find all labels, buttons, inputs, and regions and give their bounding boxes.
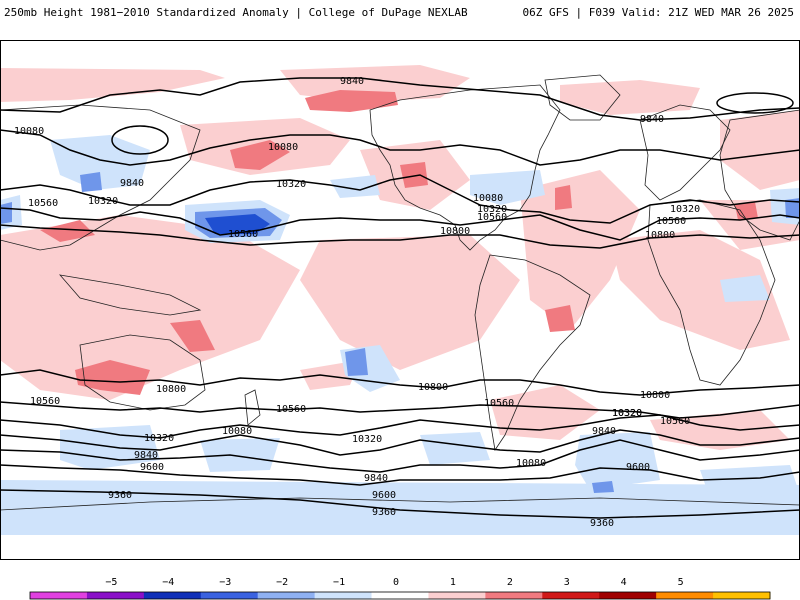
- contour-10320-south: [0, 414, 800, 439]
- contour-label: 9600: [140, 462, 164, 473]
- contour-label: 10080: [516, 458, 546, 469]
- contour-label: 10800: [645, 230, 675, 241]
- colorbar-tick-label: 4: [621, 577, 627, 588]
- colorbar-ticks: −5 −4 −3 −2 −1 0 1 2 3 4 5: [105, 577, 683, 588]
- colorbar-swatch: [371, 592, 429, 599]
- east-asia-coast: [0, 104, 201, 251]
- positive-anomaly-strong: [40, 90, 758, 395]
- colorbar-swatches: [29, 591, 771, 600]
- colorbar-swatch: [428, 592, 486, 599]
- europe-coast: [639, 104, 731, 201]
- colorbar-border: [29, 591, 771, 600]
- map-title: 250mb Height 1981−2010 Standardized Anom…: [4, 6, 468, 19]
- colorbar-swatch: [257, 592, 316, 599]
- colorbar-swatch: [485, 592, 543, 599]
- colorbar-tick-label: 0: [393, 577, 399, 588]
- contour-10080-south: [0, 429, 800, 456]
- contour-label: 9840: [134, 450, 158, 461]
- colorbar-tick-label: −3: [219, 577, 231, 588]
- contour-label: 10800: [418, 382, 448, 393]
- contour-label: 10560: [477, 212, 507, 223]
- colorbar-swatch: [86, 592, 145, 599]
- colorbar-tick-label: 1: [450, 577, 456, 588]
- contour-10800-north: [0, 224, 800, 249]
- australia-coast: [79, 334, 206, 411]
- colorbar-tick-label: −4: [162, 577, 174, 588]
- contour-label: 9840: [640, 114, 664, 125]
- contour-label: 10320: [352, 434, 382, 445]
- colorbar-swatch: [713, 592, 771, 599]
- contour-label: 10080: [268, 142, 298, 153]
- closed-low-siberia: [716, 92, 794, 114]
- colorbar: −5 −4 −3 −2 −1 0 1 2 3 4 5: [29, 577, 771, 600]
- colorbar-swatch: [314, 592, 373, 599]
- contour-label: 10320: [477, 204, 507, 215]
- contour-10080-north: [0, 129, 800, 166]
- contour-label: 10320: [276, 179, 306, 190]
- contour-10800-south: [0, 369, 800, 396]
- greenland-coast: [544, 74, 621, 121]
- contour-label: 10080: [222, 426, 252, 437]
- contour-9600-south: [0, 464, 800, 486]
- asia-coast: [719, 109, 800, 241]
- colorbar-tick-label: 5: [678, 577, 684, 588]
- contour-label: 10800: [156, 384, 186, 395]
- contour-10320-north: [0, 174, 800, 224]
- colorbar-tick-label: 3: [564, 577, 570, 588]
- colorbar-swatch: [30, 592, 88, 599]
- colorbar-tick-label: −1: [333, 577, 345, 588]
- contour-9840-north: [0, 77, 800, 121]
- africa-coast: [647, 199, 776, 386]
- colorbar-swatch: [599, 592, 657, 599]
- contour-labels: 9840 10080 10080 9840 10320 10560 10320 …: [14, 76, 700, 529]
- contour-label: 10080: [14, 126, 44, 137]
- contour-label: 9840: [364, 473, 388, 484]
- model-valid-time: 06Z GFS | F039 Valid: 21Z WED MAR 26 202…: [522, 6, 794, 19]
- contour-label: 10560: [28, 198, 58, 209]
- negative-anomaly-light: [0, 135, 800, 535]
- world-map: 9840 10080 10080 9840 10320 10560 10320 …: [0, 40, 800, 560]
- contour-label: 10320: [88, 196, 118, 207]
- contour-label: 10080: [473, 193, 503, 204]
- colorbar-tick-label: −2: [276, 577, 288, 588]
- closed-low-north-pacific: [111, 125, 169, 155]
- colorbar-swatch: [656, 592, 714, 599]
- contour-label: 9600: [372, 490, 396, 501]
- coastlines: [0, 74, 800, 511]
- contour-label: 10320: [670, 204, 700, 215]
- contour-label: 10560: [484, 398, 514, 409]
- contour-label: 9840: [340, 76, 364, 87]
- colorbar-swatch: [542, 592, 600, 599]
- negative-anomaly-strong: [205, 214, 270, 234]
- contour-label: 9360: [108, 490, 132, 501]
- contour-label: 10560: [228, 229, 258, 240]
- contour-label: 10800: [440, 226, 470, 237]
- contour-label: 10560: [276, 404, 306, 415]
- contour-label: 9840: [120, 178, 144, 189]
- contour-label: 10320: [612, 408, 642, 419]
- contour-label: 10320: [144, 433, 174, 444]
- contour-label: 10320: [612, 408, 642, 419]
- indonesia-coast: [58, 274, 202, 316]
- contour-10560-north: [0, 207, 800, 241]
- contour-label: 10560: [656, 216, 686, 227]
- contour-label: 10800: [640, 390, 670, 401]
- contour-label: 9840: [592, 426, 616, 437]
- contour-label: 10560: [660, 416, 690, 427]
- colorbar-tick-label: 2: [507, 577, 513, 588]
- antarctica-coast: [0, 497, 800, 511]
- colorbar-tick-label: −5: [105, 577, 117, 588]
- south-america-coast: [474, 254, 591, 452]
- contour-label: 9360: [372, 507, 396, 518]
- colorbar-swatch: [200, 592, 259, 599]
- contour-label: 9600: [626, 462, 650, 473]
- contour-9840-south: [0, 439, 800, 473]
- new-zealand-coast: [244, 389, 261, 426]
- contour-label: 9360: [590, 518, 614, 529]
- contour-label: 10560: [30, 396, 60, 407]
- colorbar-swatch: [143, 592, 202, 599]
- contour-9360-south: [0, 489, 800, 519]
- height-contours: [0, 77, 800, 519]
